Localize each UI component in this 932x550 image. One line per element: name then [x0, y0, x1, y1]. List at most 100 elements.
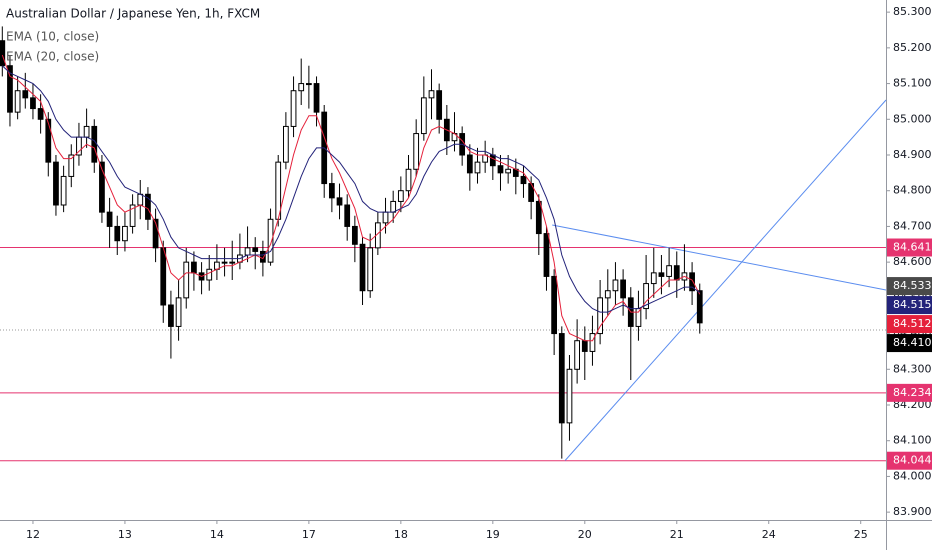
candle-body — [397, 190, 404, 202]
candle-body — [137, 193, 144, 206]
legend-entry: EMA (20, close) — [6, 50, 99, 64]
candle-body — [206, 268, 213, 281]
candle-body — [14, 90, 21, 113]
candle-body — [581, 340, 588, 352]
candle-body — [145, 193, 151, 220]
ema-line — [1, 65, 701, 313]
y-tick-label: 84.100 — [893, 434, 932, 447]
candle-body — [313, 83, 320, 113]
overlay: 85.300 85.200 85.100 85.000 84.900 84.800 84.7… — [6, 5, 932, 541]
candle-body — [344, 204, 351, 227]
candle-body — [520, 175, 527, 185]
x-tick-label: 14 — [210, 528, 224, 541]
candle-body — [658, 272, 665, 277]
candle-body — [290, 90, 297, 127]
y-tick-label: 84.800 — [893, 184, 932, 197]
candle-body — [566, 368, 573, 424]
candle-body — [367, 247, 374, 292]
price-tag-label: 84.512 — [893, 317, 932, 330]
y-tick-label: 84.300 — [893, 362, 932, 375]
candle-body — [673, 265, 680, 281]
candle-body — [283, 125, 289, 163]
level-tag — [887, 238, 932, 257]
candle-body — [390, 200, 397, 213]
candle-body — [221, 261, 228, 264]
candle-body — [405, 168, 412, 192]
candle-body — [91, 125, 98, 163]
candle-body — [474, 161, 481, 174]
candle-body — [298, 83, 305, 92]
price-tag — [887, 277, 932, 296]
candle-body — [436, 90, 443, 120]
candle-body — [543, 233, 550, 277]
x-tick-label: 17 — [302, 528, 316, 541]
candle-body — [168, 304, 174, 327]
y-tick-label: 84.000 — [893, 469, 932, 482]
x-tick-label: 18 — [394, 528, 408, 541]
x-tick-label: 13 — [118, 528, 132, 541]
x-tick-label: 24 — [762, 528, 776, 541]
y-tick-label: 85.300 — [893, 5, 932, 18]
x-tick-label: 12 — [26, 528, 40, 541]
candle-body — [37, 108, 44, 120]
plot-area — [0, 11, 890, 524]
candle-body — [597, 297, 603, 335]
candle-body — [60, 175, 67, 206]
candle-body — [191, 261, 197, 274]
ema-line — [1, 54, 701, 342]
price-tag — [887, 315, 932, 334]
price-tag-label: 84.410 — [893, 336, 932, 349]
trend-line — [564, 99, 887, 461]
candle-body — [359, 243, 366, 292]
candle-body — [129, 204, 136, 227]
candle-body — [413, 133, 420, 170]
level-tag-label: 84.234 — [893, 386, 932, 399]
level-tag — [887, 451, 932, 470]
candle-body — [30, 97, 36, 110]
y-tick-label: 84.600 — [893, 255, 932, 268]
price-tag-label: 84.533 — [893, 279, 932, 292]
candle-body — [551, 275, 558, 335]
y-tick-label: 85.200 — [893, 41, 932, 54]
candle-body — [53, 161, 59, 206]
y-tick-label: 84.700 — [893, 219, 932, 232]
price-tag — [887, 296, 932, 315]
candle-body — [574, 340, 581, 370]
candle-body — [535, 200, 542, 235]
candle-body — [604, 290, 611, 299]
candle-body — [114, 225, 121, 242]
price-tag-label: 84.515 — [893, 298, 932, 311]
x-tick-label: 19 — [486, 528, 500, 541]
candle-body — [689, 272, 695, 292]
candle-body — [68, 154, 75, 177]
price-tag — [887, 334, 932, 353]
candle-body — [160, 247, 167, 306]
y-tick-label: 84.900 — [893, 148, 932, 161]
candle-body — [643, 283, 649, 310]
candle-body — [99, 161, 105, 213]
candle-body — [336, 197, 343, 206]
candle-body — [252, 247, 259, 252]
candle-body — [650, 272, 657, 285]
candle-body — [122, 225, 128, 242]
candle-body — [0, 40, 6, 67]
candle-body — [382, 211, 389, 224]
candle-body — [589, 333, 596, 352]
candle-body — [305, 83, 312, 86]
candle-body — [106, 211, 113, 227]
candle-body — [175, 297, 182, 327]
trend-line — [552, 224, 887, 291]
x-tick-label: 25 — [854, 528, 868, 541]
candle-body — [7, 65, 13, 113]
chart-title: Australian Dollar / Japanese Yen, 1h, FX… — [6, 7, 260, 21]
candle-body — [45, 118, 52, 163]
legend-entry: EMA (10, close) — [6, 30, 99, 44]
candle-body — [420, 97, 427, 135]
candle-body — [229, 261, 236, 264]
candle-body — [244, 247, 251, 256]
candle-body — [612, 279, 619, 292]
candle-body — [466, 154, 473, 174]
candle-body — [260, 250, 266, 263]
